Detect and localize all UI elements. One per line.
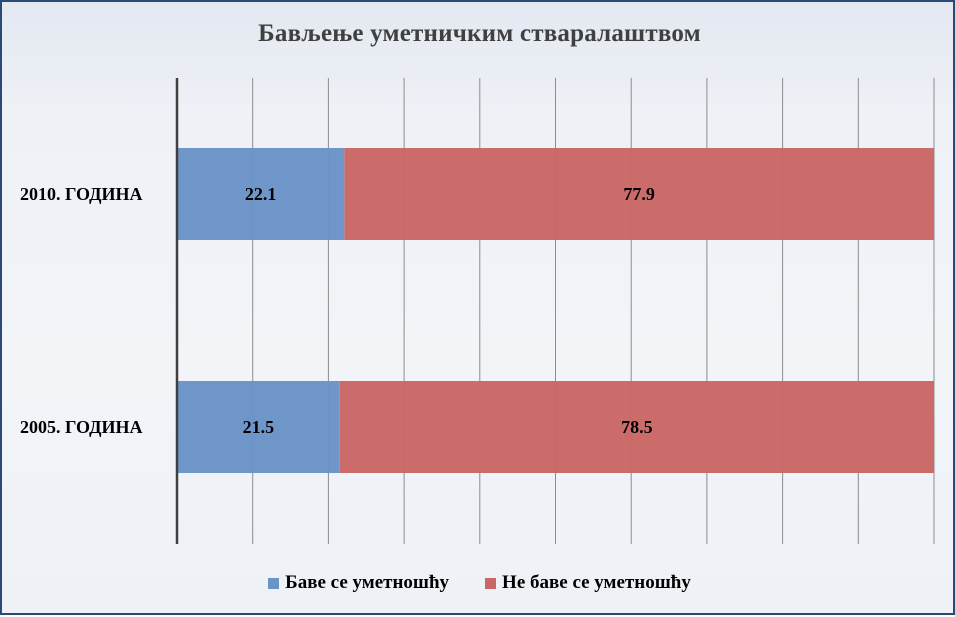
category-label: 2010. ГОДИНА bbox=[20, 184, 143, 204]
legend-item-series-2: Не баве се уметношћу bbox=[485, 572, 691, 594]
bar-series-2 bbox=[344, 148, 934, 240]
data-label: 22.1 bbox=[245, 184, 277, 204]
category-label: 2005. ГОДИНА bbox=[20, 417, 143, 437]
bar-series-1 bbox=[177, 381, 340, 473]
data-label: 21.5 bbox=[243, 417, 275, 437]
bar-series-1 bbox=[177, 148, 345, 240]
legend-item-series-1: Баве се уметношћу bbox=[268, 572, 449, 594]
legend-label-series-1: Баве се уметношћу bbox=[285, 572, 450, 593]
legend-swatch-series-2 bbox=[485, 577, 497, 589]
chart-title: Бављење уметничким стваралаштвом bbox=[258, 20, 701, 47]
bar-series-2 bbox=[339, 381, 934, 473]
legend-swatch-series-1 bbox=[268, 577, 280, 589]
data-label: 78.5 bbox=[621, 417, 653, 437]
legend-label-series-2: Не баве се уметношћу bbox=[502, 572, 691, 593]
legend: Баве се уметношћу Не баве се уметношћу bbox=[2, 572, 955, 594]
data-label: 77.9 bbox=[623, 184, 655, 204]
